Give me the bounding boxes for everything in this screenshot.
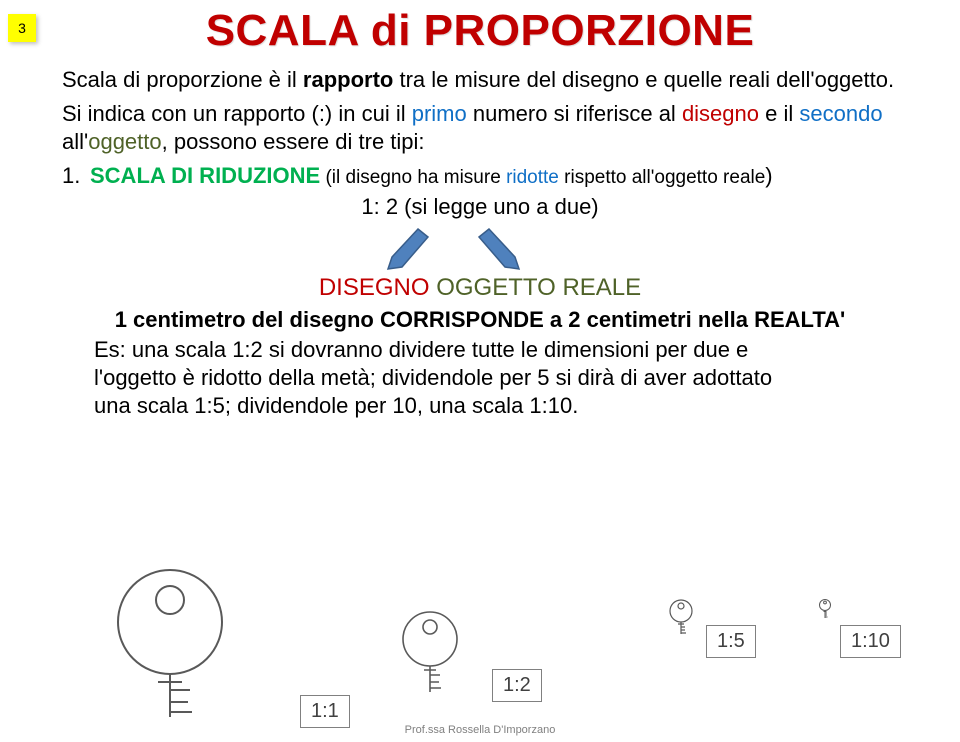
desc-p3: e il bbox=[759, 101, 799, 126]
desc-secondo: secondo bbox=[799, 101, 882, 126]
legend-disegno: DISEGNO bbox=[319, 274, 430, 301]
key-11-icon bbox=[110, 562, 330, 722]
desc-p4: all' bbox=[62, 129, 88, 154]
keys-illustration: 1:1 1:2 1:5 1:10 bbox=[0, 512, 960, 742]
item1-name: SCALA DI RIDUZIONE bbox=[90, 163, 320, 188]
example-l1: Es: una scala 1:2 si dovranno dividere t… bbox=[62, 336, 898, 364]
arrow-right-icon bbox=[477, 227, 527, 273]
intro-post: tra le misure del disegno e quelle reali… bbox=[393, 67, 894, 92]
key-110-icon bbox=[818, 598, 840, 620]
scale-box-12: 1:2 bbox=[492, 669, 542, 702]
footer-credit: Prof.ssa Rossella D'Imporzano bbox=[0, 724, 960, 736]
example-l3: una scala 1:5; dividendole per 10, una s… bbox=[62, 392, 898, 420]
item1-detail-pre: (il disegno ha misure bbox=[320, 167, 506, 188]
key-15-icon bbox=[667, 597, 711, 637]
legend-row: DISEGNO OGGETTO REALE bbox=[62, 273, 898, 304]
desc-p2: numero si riferisce al bbox=[467, 101, 682, 126]
correspondence-line: 1 centimetro del disegno CORRISPONDE a 2… bbox=[62, 306, 898, 334]
list-item-1: 1. SCALA DI RIDUZIONE (il disegno ha mis… bbox=[62, 162, 898, 190]
desc-oggetto: oggetto bbox=[88, 129, 161, 154]
item1-detail-post: rispetto all'oggetto reale bbox=[559, 167, 765, 188]
slide-number-badge: 3 bbox=[8, 14, 36, 42]
intro-bold: rapporto bbox=[303, 67, 393, 92]
scale-box-15: 1:5 bbox=[706, 625, 756, 658]
desc-paragraph: Si indica con un rapporto (:) in cui il … bbox=[62, 100, 898, 156]
list-num-1: 1. bbox=[62, 162, 90, 190]
item1-paren: ) bbox=[765, 163, 772, 188]
intro-paragraph: Scala di proporzione è il rapporto tra l… bbox=[62, 66, 898, 94]
example-l2: l'oggetto è ridotto della metà; dividend… bbox=[62, 364, 898, 392]
scale-reading: 1: 2 (si legge uno a due) bbox=[62, 193, 898, 221]
arrows-row bbox=[62, 227, 898, 271]
list-body-1: SCALA DI RIDUZIONE (il disegno ha misure… bbox=[90, 162, 773, 190]
desc-disegno: disegno bbox=[682, 101, 759, 126]
desc-p1: Si indica con un rapporto (:) in cui il bbox=[62, 101, 412, 126]
page-title: SCALA di PROPORZIONE bbox=[0, 6, 960, 56]
example-block: Es: una scala 1:2 si dovranno dividere t… bbox=[0, 336, 960, 420]
desc-primo: primo bbox=[412, 101, 467, 126]
scale-box-110: 1:10 bbox=[840, 625, 901, 658]
arrow-left-icon bbox=[382, 227, 432, 273]
item1-ridotte: ridotte bbox=[506, 167, 559, 188]
intro-pre: Scala di proporzione è il bbox=[62, 67, 303, 92]
legend-oggetto: OGGETTO REALE bbox=[436, 274, 641, 301]
desc-p5: , possono essere di tre tipi: bbox=[162, 129, 425, 154]
